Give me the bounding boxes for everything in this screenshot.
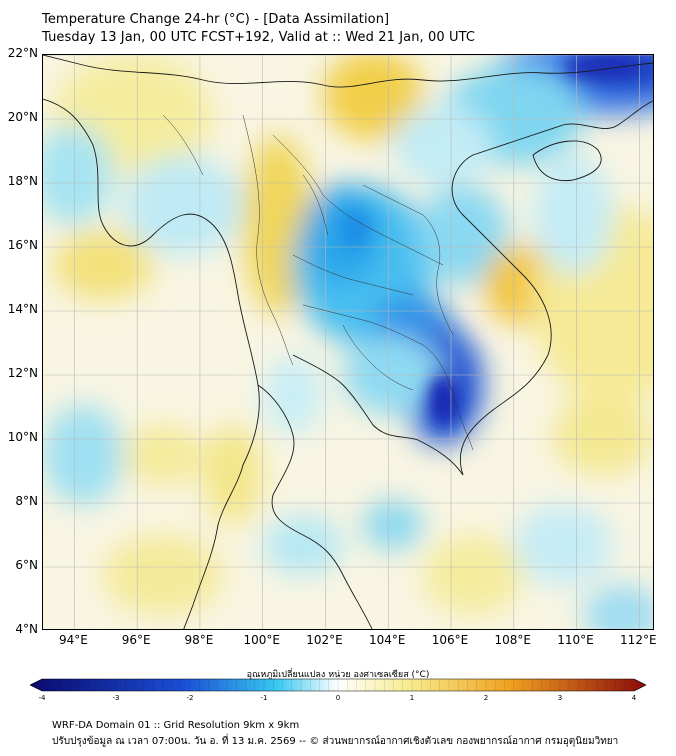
temperature-field (43, 55, 653, 629)
colorbar-tick-label: 3 (557, 694, 563, 702)
lon-label: 94°E (58, 633, 88, 647)
colorbar-tick-label: 1 (409, 694, 415, 702)
lon-label: 112°E (620, 633, 657, 647)
lon-label: 96°E (121, 633, 151, 647)
footer-grid-info: WRF-DA Domain 01 :: Grid Resolution 9km … (52, 720, 300, 731)
lat-label: 16°N (7, 238, 38, 252)
colorbar-gradient (30, 678, 646, 692)
lat-label: 4°N (15, 622, 38, 636)
lon-label: 100°E (243, 633, 280, 647)
colorbar-tick-label: 2 (483, 694, 489, 702)
lon-label: 106°E (431, 633, 469, 647)
footer-credits: ปรับปรุงข้อมูล ณ เวลา 07:00น. วัน อ. ที่… (52, 736, 619, 747)
colorbar-label: อุณหภูมิเปลี่ยนแปลง หน่วย องศาเซลเซียส (… (246, 670, 430, 680)
colorbar-tick-label: 0 (335, 694, 341, 702)
lon-label: 108°E (494, 633, 532, 647)
lat-label: 10°N (7, 430, 38, 444)
lon-label: 104°E (368, 633, 406, 647)
coastlines (43, 55, 653, 629)
colorbar (30, 678, 646, 692)
map-title: Temperature Change 24-hr (°C) - [Data As… (42, 12, 390, 27)
map-subtitle: Tuesday 13 Jan, 00 UTC FCST+192, Valid a… (42, 30, 476, 45)
colorbar-tick-label: -4 (38, 694, 46, 702)
lat-label: 22°N (7, 46, 38, 60)
lat-label: 6°N (15, 558, 38, 572)
lat-label: 18°N (7, 174, 38, 188)
colorbar-tick-label: -1 (260, 694, 268, 702)
lon-label: 98°E (184, 633, 214, 647)
lat-label: 8°N (15, 494, 38, 508)
colorbar-tick-label: 4 (631, 694, 637, 702)
colorbar-tick-label: -2 (186, 694, 194, 702)
admin-borders (162, 114, 474, 451)
map-panel (42, 54, 654, 630)
graticule (43, 55, 653, 629)
lat-label: 12°N (7, 366, 38, 380)
colorbar-tick-label: -3 (112, 694, 120, 702)
lon-label: 110°E (557, 633, 594, 647)
lat-label: 20°N (7, 110, 38, 124)
lon-label: 102°E (306, 633, 343, 647)
temperature-map (43, 55, 653, 629)
lat-label: 14°N (7, 302, 38, 316)
